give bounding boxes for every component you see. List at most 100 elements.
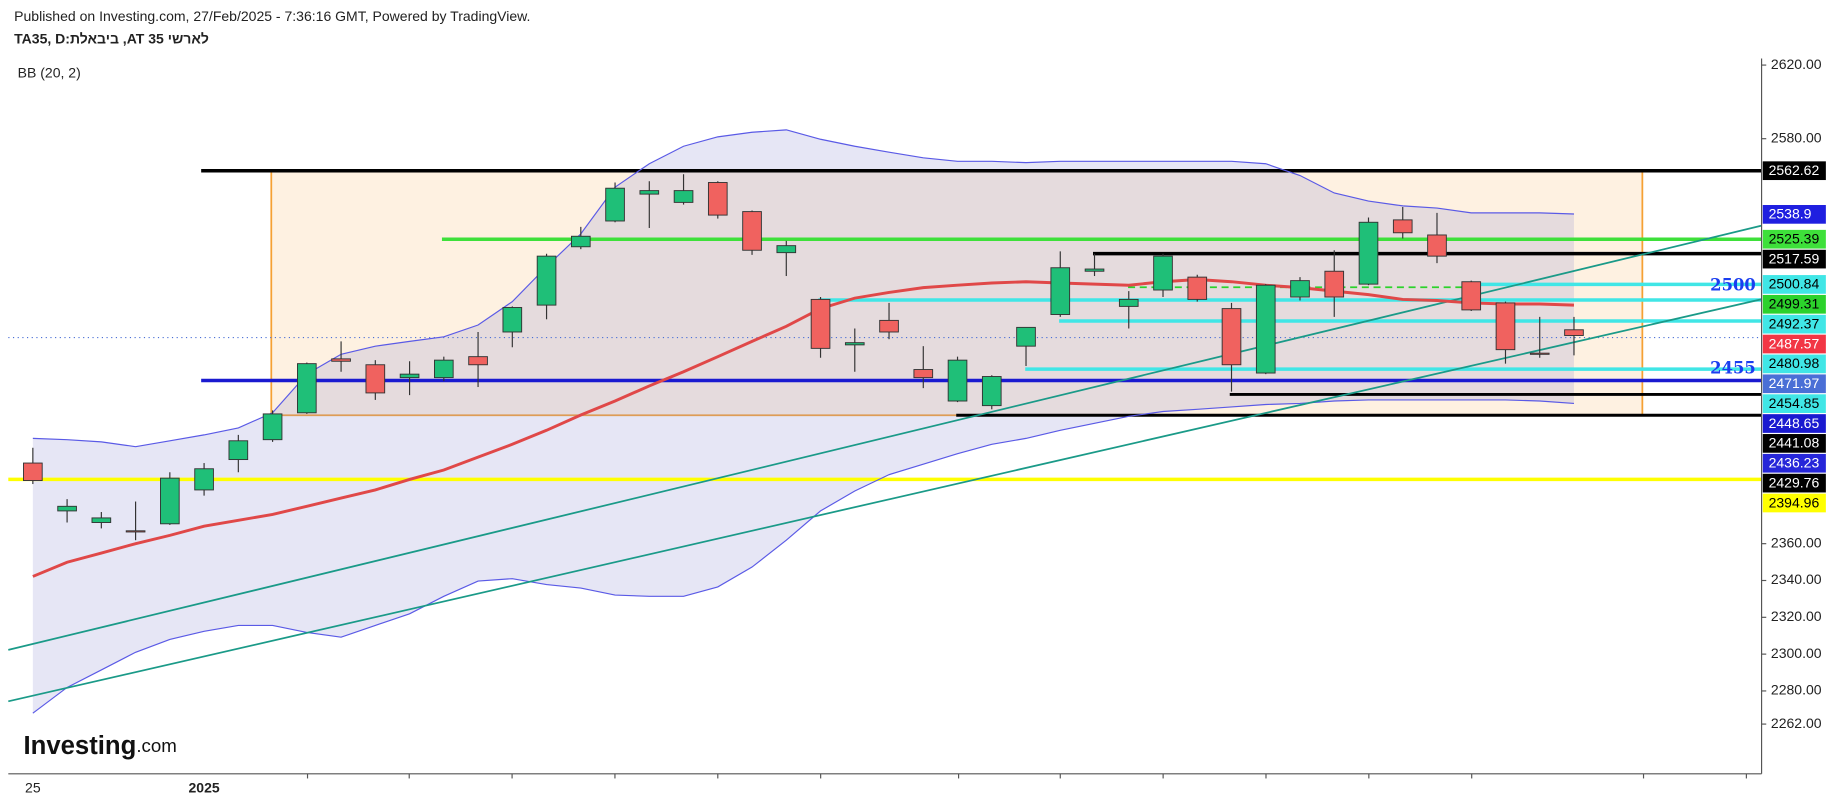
candle-body	[1153, 255, 1173, 291]
candle-body	[91, 517, 112, 523]
candle-body	[810, 298, 831, 349]
logo-brand: Investing	[23, 732, 136, 760]
candle-body	[639, 190, 660, 195]
candle-body	[844, 342, 865, 346]
candle-body	[1118, 298, 1139, 307]
candle-body	[1495, 302, 1516, 351]
candle-body	[913, 369, 934, 379]
y-tick-label: 2300.00	[1771, 645, 1822, 661]
y-tick-label: 2360.00	[1771, 534, 1822, 550]
price-label: 2480.98	[1769, 355, 1820, 371]
level-annotation: 2500	[1710, 275, 1756, 294]
price-label: 2394.96	[1769, 494, 1820, 510]
price-label-box	[1762, 314, 1826, 334]
candle-body	[125, 530, 146, 533]
candle-body	[297, 363, 317, 414]
candle-body	[228, 440, 249, 461]
candle-body	[707, 182, 728, 216]
candle-body	[1461, 281, 1482, 311]
price-label: 2499.31	[1769, 296, 1820, 312]
price-label-box	[1762, 434, 1826, 453]
candle-body	[1084, 268, 1105, 272]
bb-upper-line	[32, 129, 1574, 448]
published-note: Published on Investing.com, 27/Feb/2025 …	[14, 8, 530, 24]
candle-body	[194, 468, 214, 491]
candle-body	[742, 211, 762, 251]
price-label: 2441.08	[1769, 435, 1820, 451]
candle-body	[570, 235, 591, 248]
logo-suffix: .com	[136, 735, 176, 756]
price-label: 2538.9	[1769, 206, 1812, 222]
candle-body	[673, 190, 694, 203]
y-tick-label: 2262.00	[1771, 715, 1822, 731]
price-label-box	[1762, 275, 1826, 294]
candle-body	[981, 376, 1002, 407]
price-label-box	[1762, 354, 1826, 374]
logo: Investing.com	[23, 732, 176, 760]
x-tick-label: 25	[25, 780, 41, 796]
candle-body	[1255, 284, 1276, 374]
candle-body	[776, 245, 797, 254]
candle-body	[23, 462, 43, 482]
back-layer	[8, 129, 1762, 714]
candle-body	[1290, 280, 1310, 298]
candle-body	[605, 187, 625, 222]
candle-body	[57, 505, 77, 512]
candle-body	[502, 307, 523, 333]
candle-body	[1187, 276, 1208, 300]
price-label: 2471.97	[1769, 375, 1820, 391]
trend-line	[8, 298, 1762, 703]
y-tick-label: 2580.00	[1771, 129, 1822, 145]
candle-body	[399, 373, 420, 379]
candle-body	[536, 255, 557, 306]
candle-body	[1358, 221, 1379, 285]
candle-body	[1221, 308, 1242, 366]
price-label-box	[1762, 453, 1826, 473]
candle-body	[331, 358, 351, 362]
price-label-box	[1762, 334, 1826, 354]
price-label-box	[1762, 374, 1826, 394]
price-label-box	[1762, 229, 1826, 249]
candle-body	[1529, 352, 1550, 355]
price-label-box	[1762, 414, 1826, 433]
y-tick-label: 2340.00	[1771, 571, 1822, 587]
candle-body	[879, 319, 899, 333]
candle-body	[1050, 267, 1071, 315]
symbol: TA35, D:ביבאלת ,AT 35 לארשי	[14, 30, 209, 46]
candle-body	[1324, 270, 1345, 298]
price-label-box	[1762, 294, 1826, 314]
price-label-box	[1762, 249, 1826, 269]
price-label: 2429.76	[1769, 474, 1820, 490]
candle-body	[947, 359, 968, 402]
bb-basis-line	[32, 278, 1575, 578]
price-label: 2500.84	[1769, 276, 1820, 292]
price-label: 2517.59	[1769, 250, 1820, 266]
y-tick-label: 2620.00	[1771, 56, 1822, 72]
candle-body	[160, 477, 180, 525]
candle-body	[468, 356, 488, 366]
level-annotation: 2455	[1710, 358, 1756, 377]
y-tick-label: 2320.00	[1771, 608, 1822, 624]
y-tick-label: 2280.00	[1771, 682, 1822, 698]
candle-body	[262, 413, 283, 441]
price-label: 2436.23	[1769, 455, 1820, 471]
price-label: 2454.85	[1769, 395, 1820, 411]
price-label-box	[1762, 394, 1826, 413]
x-tick-label: 2025	[188, 780, 219, 796]
candle-body	[1564, 329, 1584, 336]
candle-body	[365, 364, 386, 394]
price-label: 2525.39	[1769, 231, 1820, 247]
candle-body	[433, 359, 454, 379]
bb-lower-line	[32, 399, 1575, 714]
candle-body	[1392, 219, 1413, 234]
indicator: BB (20, 2)	[18, 64, 81, 80]
price-label: 2562.62	[1769, 162, 1820, 178]
price-label-box	[1762, 493, 1826, 513]
price-label: 2448.65	[1769, 415, 1820, 431]
candle-body	[1016, 326, 1036, 347]
price-label: 2492.37	[1769, 315, 1820, 331]
price-label-box	[1762, 205, 1826, 224]
price-label-box	[1762, 473, 1826, 493]
bb-fill	[32, 129, 1574, 714]
